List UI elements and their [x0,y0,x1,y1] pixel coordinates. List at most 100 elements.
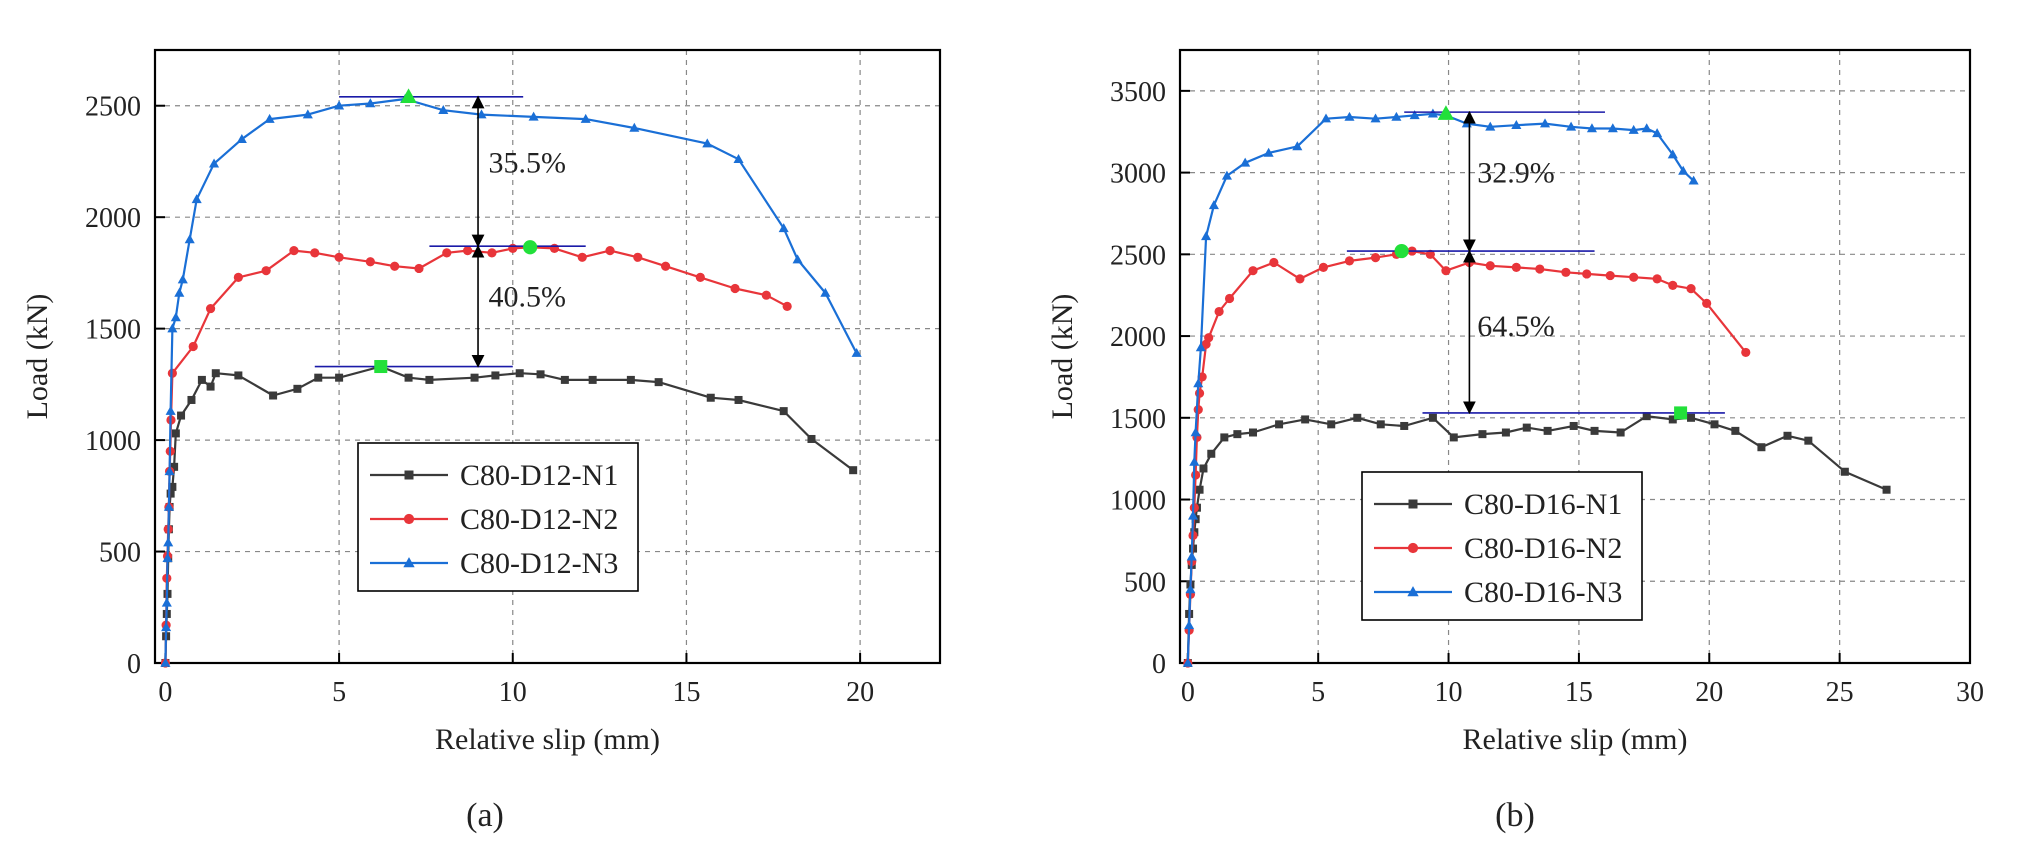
data-point [1428,413,1437,422]
data-point [588,375,597,384]
data-point [390,261,400,271]
x-tick-label: 20 [1695,677,1723,708]
data-point [1275,420,1284,429]
legend: C80-D16-N1 C80-D16-N2 C80-D16-N3 [1361,471,1643,621]
legend-label: C80-D16-N1 [1464,488,1622,521]
data-point [508,243,518,253]
y-tick-label: 2500 [85,92,141,123]
data-point [1641,123,1652,133]
data-point [820,287,831,297]
data-point [1186,551,1197,561]
y-tick-label: 2000 [1110,322,1166,353]
x-tick-label: 10 [1435,677,1463,708]
data-point [1668,415,1677,424]
data-point [734,395,743,404]
data-point [730,283,740,294]
x-tick-label: 5 [1311,677,1325,708]
percent-annotation: 40.5% [488,280,565,313]
data-point [528,111,539,121]
data-point [438,104,449,114]
data-point [1400,421,1409,430]
data-point [706,393,715,402]
data-point [515,369,524,378]
peak-marker [400,88,417,103]
data-point [1191,470,1201,480]
data-point [166,489,175,498]
data-point [792,254,803,264]
x-tick-label: 30 [1956,677,1984,708]
panel-label: (b) [1495,797,1535,834]
y-axis-label: Load (kN) [1046,294,1079,420]
data-point [782,301,792,311]
data-point [191,194,202,204]
data-point [487,248,497,258]
data-point [187,395,196,404]
legend-swatch-marker [403,513,415,525]
data-point [1208,200,1219,210]
x-axis-label: Relative slip (mm) [435,723,660,756]
y-tick-label: 2500 [1110,240,1166,271]
data-point [171,429,180,438]
data-point [1710,420,1719,429]
series-C80-D12-N3 [160,93,862,667]
data-point [335,373,344,382]
peak-marker [1437,105,1455,120]
data-point [654,378,663,387]
data-point [414,263,424,274]
data-point [1193,378,1204,388]
data-point [1427,108,1438,118]
data-point [1511,262,1521,273]
data-point [206,382,215,391]
data-point [365,257,375,267]
x-tick-label: 15 [1565,677,1593,708]
data-point [778,223,789,233]
data-point [1376,420,1385,429]
data-point [1586,123,1597,133]
data-point [1539,118,1551,128]
y-tick-label: 500 [99,538,141,569]
data-point [177,411,186,420]
legend-swatch-marker [1407,586,1419,597]
data-point [1370,113,1381,123]
data-point [1201,231,1212,241]
data-point [1478,430,1487,439]
data-point [1702,298,1712,308]
data-point [234,371,243,380]
data-point [1582,269,1592,279]
data-point [165,405,176,415]
data-point [314,373,323,382]
data-point [261,266,271,276]
data-point [779,407,788,416]
data-point [1501,428,1510,437]
data-point [1840,467,1849,476]
legend-label: C80-D12-N2 [460,503,618,536]
data-point [733,154,744,164]
data-point [365,98,376,108]
data-point [334,252,344,262]
data-point [170,312,181,322]
data-point [1189,456,1200,466]
series-C80-D16-N3 [1182,108,1699,667]
legend-swatch-marker [403,557,415,568]
data-point [1391,111,1402,121]
data-point [1195,485,1204,494]
data-point [404,373,413,382]
y-tick-label: 0 [1152,649,1166,680]
data-point [1194,388,1205,398]
panel-b: 0 5 10 15 20 25 30 0 500 1000 1500 2000 2500 3000 3500… [1046,48,1984,834]
data-point [549,243,560,253]
data-point [236,133,247,143]
data-point [1605,270,1615,281]
data-point [560,375,569,384]
data-point [160,657,171,667]
data-point [1185,584,1196,594]
percent-annotation: 32.9% [1477,156,1555,189]
data-point [577,252,587,262]
data-point [177,274,188,284]
plot-frame [153,48,942,665]
data-point [695,272,705,282]
data-point [1344,256,1355,266]
data-point [167,323,178,333]
data-point [264,113,275,123]
legend-swatch-marker [1407,542,1419,554]
